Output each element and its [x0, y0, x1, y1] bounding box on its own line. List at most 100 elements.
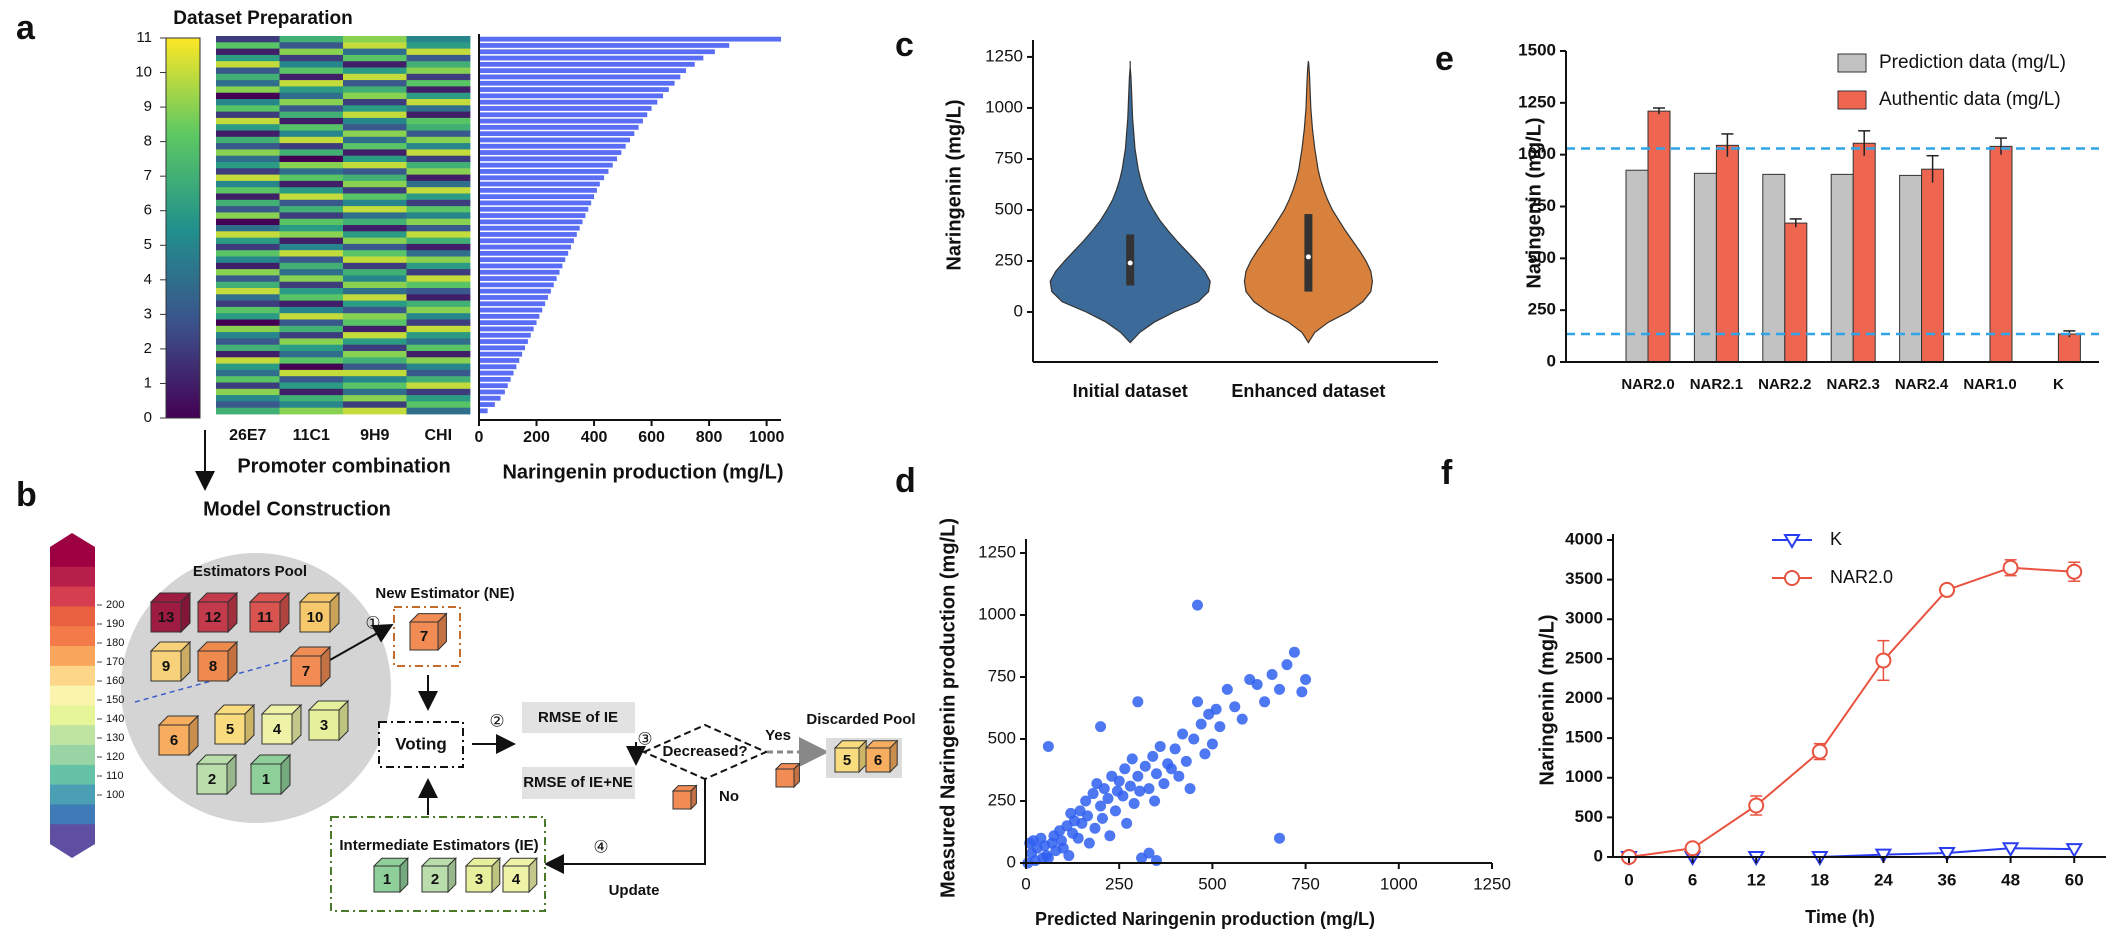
heat-cell: [406, 199, 471, 207]
point: [1214, 721, 1226, 733]
point: [1087, 788, 1099, 800]
cube-label: 13: [158, 609, 175, 626]
bar: [1784, 222, 1808, 363]
scale-band: [50, 586, 95, 607]
x-tick-label: CHI: [424, 427, 452, 444]
bar: [479, 351, 523, 357]
axis-title: Naringenin (mg/L): [1523, 117, 1545, 288]
heat-cell: [343, 212, 407, 220]
cube-label: 3: [320, 717, 328, 734]
x-tick-label: 250: [1105, 874, 1133, 893]
cube-label: 5: [226, 721, 234, 738]
heat-cell: [216, 36, 280, 43]
bar: [479, 175, 605, 181]
heat-cell: [216, 275, 280, 283]
point: [1184, 783, 1196, 795]
cube: 3: [464, 856, 502, 894]
heat-cell: [216, 193, 280, 201]
point: [1177, 728, 1189, 740]
ne-box: [393, 606, 461, 667]
heat-cell: [279, 136, 344, 144]
heat-cell: [279, 99, 344, 106]
scale-band: [50, 566, 95, 588]
y-tick-label: 0: [1594, 846, 1603, 865]
heat-cell: [279, 143, 344, 150]
heat-cell: [343, 338, 407, 346]
x-tick-label: 9H9: [360, 427, 389, 444]
cube-front: [672, 790, 692, 810]
heat-cell: [406, 86, 471, 94]
x-tick-label: NAR1.0: [1963, 376, 2016, 393]
marker: [1811, 743, 1828, 760]
heat-cell: [279, 288, 344, 295]
heat-cell: [343, 168, 407, 175]
heat-cell: [406, 351, 471, 358]
heat-cell: [343, 206, 407, 213]
bar: [479, 332, 531, 338]
heat-cell: [216, 212, 280, 220]
scale-label: 100: [106, 789, 124, 801]
heat-cell: [216, 143, 280, 150]
axis-title: Naringenin (mg/L): [943, 99, 965, 270]
heat-cell: [216, 67, 280, 75]
heat-cell: [343, 124, 407, 131]
scale-band: [50, 784, 95, 805]
heat-cell: [343, 155, 407, 163]
scale-band: [50, 547, 95, 568]
cube-shade: [321, 647, 330, 686]
heat-cell: [406, 338, 471, 346]
colorbar-tick-label: 5: [144, 236, 152, 253]
cube: 7: [289, 645, 332, 688]
heat-cell: [216, 300, 280, 308]
axis-title: Time (h): [1805, 907, 1875, 927]
voting-box: [378, 721, 464, 768]
heat-cell: [216, 269, 280, 276]
x-tick-label: Initial dataset: [1073, 381, 1188, 401]
cube-label: 6: [170, 732, 178, 749]
cube-shade: [448, 858, 456, 892]
bar: [479, 326, 534, 332]
diagram-title: Model Construction: [203, 498, 391, 520]
heat-cell: [279, 363, 344, 371]
heat-cell: [216, 54, 280, 62]
heat-cell: [343, 149, 407, 157]
heat-cell: [279, 369, 344, 377]
cube: 2: [420, 856, 458, 894]
box: [1126, 234, 1135, 286]
bar: [479, 282, 554, 288]
colorbar: [165, 37, 201, 419]
bar: [479, 345, 526, 351]
cube-front: [150, 650, 182, 682]
heat-cell: [343, 344, 407, 352]
scale-band: [50, 685, 95, 706]
bar: [479, 269, 560, 275]
bar: [479, 187, 597, 193]
heat-cell: [279, 162, 344, 169]
bar: [479, 162, 613, 168]
heat-cell: [343, 332, 407, 339]
heat-cell: [343, 218, 407, 226]
heat-cell: [406, 243, 471, 251]
heat-cell: [343, 99, 407, 106]
bar: [479, 61, 695, 67]
heat-cell: [406, 376, 471, 383]
scale-band: [50, 804, 95, 825]
panel-label: e: [1435, 40, 1454, 78]
heat-cell: [343, 187, 407, 194]
heat-cell: [406, 117, 471, 125]
heat-cell: [343, 294, 407, 301]
bar: [479, 112, 648, 118]
panel-label: a: [16, 9, 36, 47]
error-bar: [1995, 137, 2007, 155]
heat-cell: [406, 180, 471, 188]
y-tick-label: 1250: [985, 46, 1023, 65]
median: [1127, 260, 1133, 266]
point: [1236, 713, 1248, 725]
point: [1296, 686, 1308, 698]
bar: [479, 156, 618, 162]
cube: 4: [260, 703, 303, 746]
heat-cell: [279, 80, 344, 87]
heat-cell: [279, 73, 344, 81]
colorbar-tick-label: 1: [144, 374, 152, 391]
cube: [671, 784, 698, 811]
